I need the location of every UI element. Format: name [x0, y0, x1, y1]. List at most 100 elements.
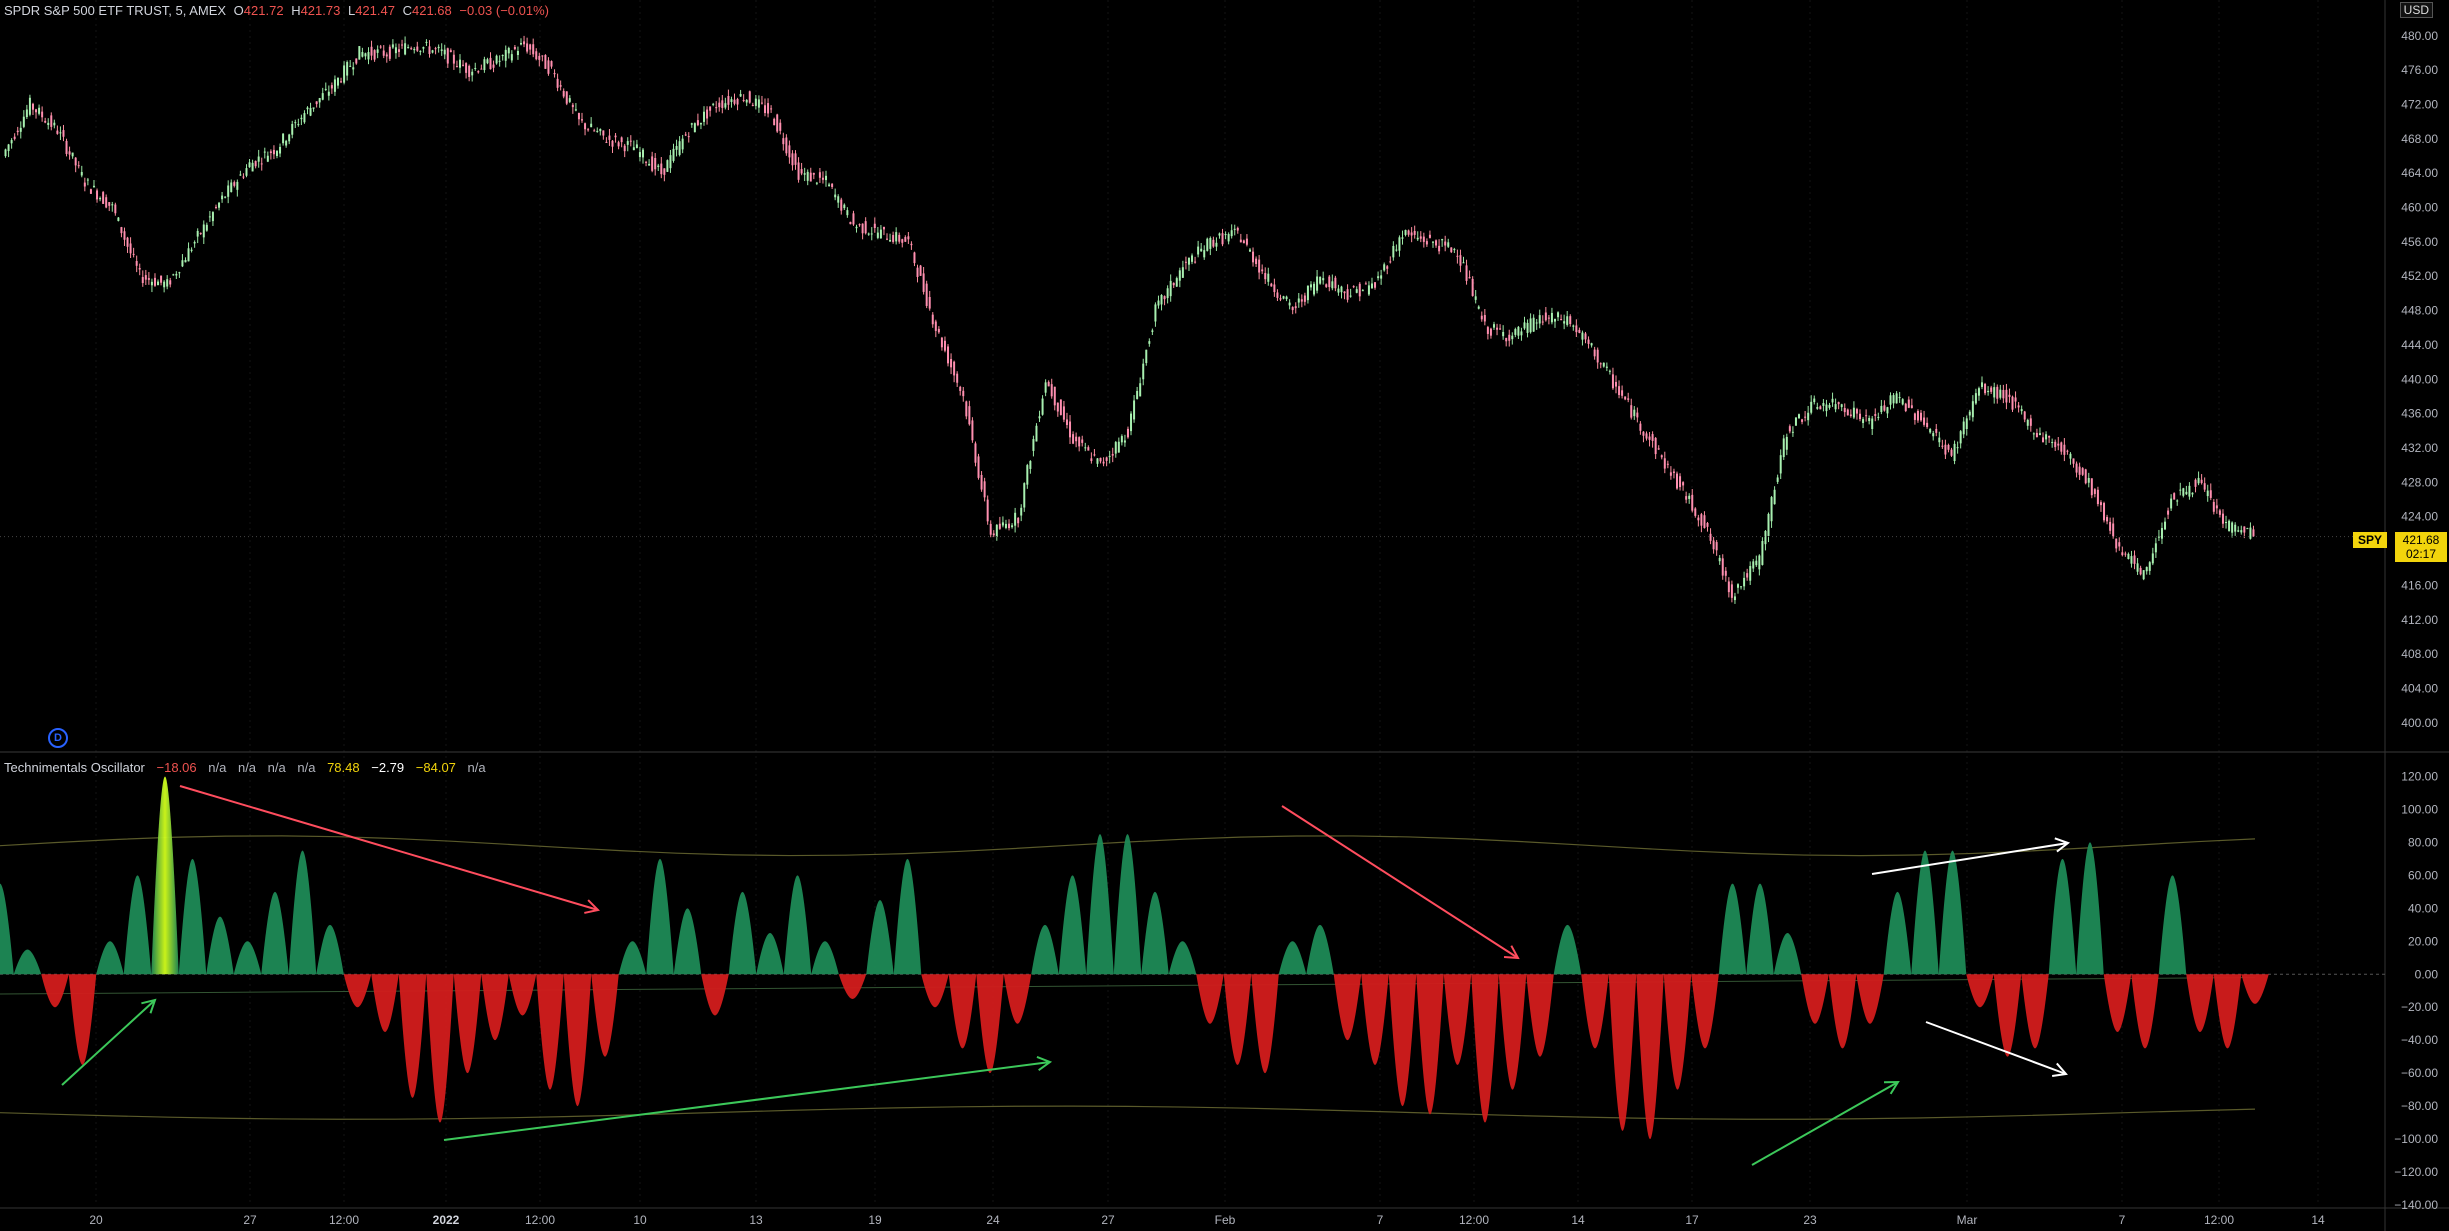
oscillator-header[interactable]: Technimentals Oscillator −18.06 n/a n/a …	[4, 760, 494, 775]
candle-body	[1407, 230, 1410, 235]
candle-body	[1843, 408, 1846, 413]
candle-body	[1011, 525, 1014, 528]
currency-button[interactable]: USD	[2399, 2, 2433, 18]
candle-body	[1944, 444, 1947, 455]
candle-body	[864, 221, 867, 234]
candle-body	[974, 443, 977, 463]
candle-body	[1325, 284, 1328, 287]
candle-body	[931, 314, 934, 325]
candle-body	[1602, 362, 1605, 367]
candle-body	[1834, 404, 1837, 410]
candle-body	[2093, 489, 2096, 494]
candle-body	[321, 93, 324, 100]
candle-body	[736, 98, 739, 105]
candle-body	[19, 127, 22, 132]
osc-area-bar	[261, 891, 289, 975]
candle-body	[788, 145, 791, 158]
candle-body	[1541, 321, 1544, 323]
time-tick-label: 12:00	[525, 1213, 555, 1227]
candle-body	[751, 104, 754, 106]
candle-body	[596, 130, 599, 132]
candle-body	[1743, 577, 1746, 587]
candle-body	[1630, 405, 1633, 418]
candle-body	[1596, 349, 1599, 363]
osc-area-bar	[508, 974, 537, 1016]
osc-area-bar	[1828, 974, 1857, 1049]
candle-body	[373, 50, 376, 60]
candle-body	[1819, 406, 1822, 410]
candle-body	[1788, 426, 1791, 432]
candle-body	[541, 55, 544, 57]
candle-body	[1166, 288, 1169, 299]
candle-body	[666, 160, 669, 172]
osc-area-bar	[1691, 974, 1719, 1049]
candle-body	[1431, 241, 1434, 243]
candle-body	[1258, 259, 1261, 273]
osc-area-bar	[1938, 850, 1967, 975]
candle-body	[2188, 485, 2191, 497]
candle-body	[1669, 472, 1672, 476]
candle-body	[269, 151, 272, 154]
candle-body	[1020, 507, 1023, 516]
candle-body	[471, 71, 474, 76]
candle-body	[2078, 466, 2081, 475]
candle-body	[2112, 523, 2115, 537]
osc-tick-label: −60.00	[2401, 1066, 2438, 1080]
candle-body	[2124, 553, 2127, 555]
candle-body	[1331, 281, 1334, 289]
osc-area-bar	[563, 974, 592, 1107]
candle-body	[1444, 241, 1447, 246]
candle-body	[571, 104, 574, 108]
symbol-title[interactable]: SPDR S&P 500 ETF TRUST, 5, AMEX	[4, 3, 227, 18]
price-tick-label: 448.00	[2401, 304, 2438, 318]
osc-area-bar	[1663, 974, 1692, 1090]
candle-body	[1242, 240, 1245, 244]
candle-body	[187, 248, 190, 262]
candle-body	[282, 133, 285, 144]
candle-body	[992, 533, 995, 536]
candle-body	[1157, 300, 1160, 306]
candle-body	[1974, 393, 1977, 404]
candle-body	[1154, 304, 1157, 322]
candle-body	[1425, 241, 1428, 245]
candle-body	[53, 122, 56, 126]
candle-body	[1233, 228, 1236, 230]
candle-body	[437, 46, 440, 49]
osc-area-bar	[618, 941, 647, 975]
data-window-icon[interactable]: D	[48, 728, 68, 748]
candle-body	[279, 146, 282, 154]
candle-body	[980, 474, 983, 490]
candle-body	[2118, 542, 2121, 547]
candle-body	[477, 71, 480, 73]
candle-body	[1520, 331, 1523, 336]
candle-body	[587, 129, 590, 131]
candle-body	[2221, 513, 2224, 524]
candle-body	[699, 122, 702, 125]
candle-body	[1785, 436, 1788, 450]
osc-value-7: −2.79	[371, 760, 405, 775]
osc-tick-label: −80.00	[2401, 1099, 2438, 1113]
candle-body	[65, 140, 68, 154]
osc-area-bar	[1966, 974, 1994, 1008]
candle-body	[59, 132, 62, 134]
candle-body	[2160, 528, 2163, 539]
candle-body	[1133, 400, 1136, 420]
candle-body	[1313, 283, 1316, 295]
candle-body	[672, 148, 675, 161]
osc-area-bar	[673, 908, 702, 975]
candle-body	[599, 128, 602, 132]
candle-body	[519, 43, 522, 45]
candle-body	[397, 49, 400, 52]
candle-body	[2191, 492, 2194, 495]
candle-body	[1886, 407, 1889, 414]
candle-body	[593, 130, 596, 132]
candle-body	[1370, 283, 1373, 289]
candle-body	[333, 79, 336, 92]
candle-body	[1288, 302, 1291, 306]
candle-body	[2075, 463, 2078, 473]
candle-body	[776, 114, 779, 132]
candle-body	[1502, 332, 1505, 337]
candle-body	[153, 277, 156, 286]
candle-body	[2109, 521, 2112, 531]
